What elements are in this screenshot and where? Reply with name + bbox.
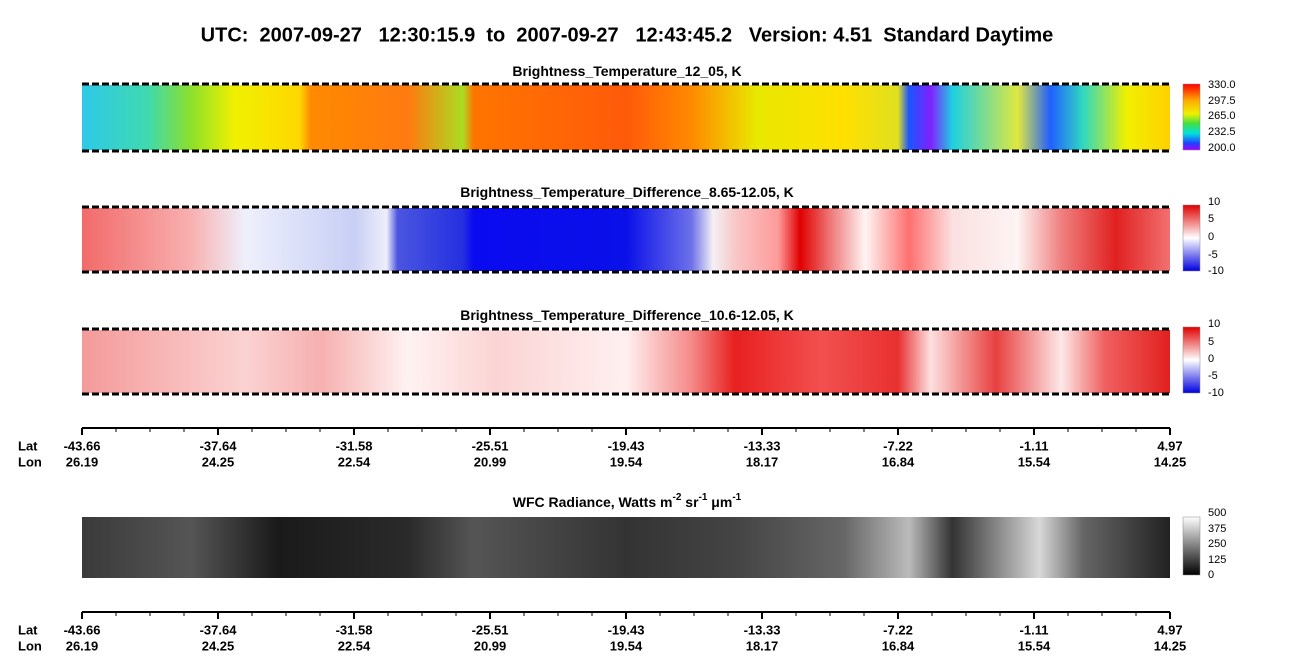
colorbar-label: 265.0 (1208, 110, 1236, 122)
scan-edges (82, 82, 1170, 396)
title-part: μm (707, 494, 732, 510)
lat-label: -19.43 (608, 622, 645, 637)
lat-label: 4.97 (1157, 438, 1182, 453)
lat-label: -43.66 (64, 438, 101, 453)
lat-label: -37.64 (200, 438, 238, 453)
lon-label: 19.54 (610, 638, 643, 653)
panel-title: Brightness_Temperature_Difference_10.6-1… (460, 307, 794, 323)
lat-label: -25.51 (472, 438, 509, 453)
colorbar-label: 125 (1208, 554, 1226, 566)
colorbar-label: 232.5 (1208, 126, 1236, 138)
lat-label: -13.33 (744, 622, 781, 637)
colorbar (1182, 83, 1201, 151)
lon-label: 14.25 (1154, 638, 1187, 653)
colorbar-label: 375 (1208, 523, 1226, 535)
lat-label: -31.58 (336, 438, 373, 453)
lat-label: -13.33 (744, 438, 781, 453)
axis-label: Lon (18, 454, 42, 469)
colorbar-label: 250 (1208, 538, 1226, 550)
imagery (82, 82, 1201, 578)
lat-label: -7.22 (883, 622, 913, 637)
superscript: -1 (699, 492, 708, 503)
image (82, 208, 1170, 271)
lon-label: 15.54 (1018, 454, 1051, 469)
lat-label: -25.51 (472, 622, 509, 637)
lat-label: -1.11 (1020, 622, 1049, 637)
title-part: Brightness_Temperature_Difference_8.65-1… (460, 184, 794, 200)
image (82, 85, 1170, 150)
lon-label: 16.84 (882, 454, 915, 469)
colorbar-label: -10 (1208, 387, 1224, 399)
title-part: Brightness_Temperature_Difference_10.6-1… (460, 307, 794, 323)
image (82, 517, 1170, 578)
panel-title: WFC Radiance, Watts m-2 sr-1 μm-1 (513, 492, 742, 510)
colorbar-label: -5 (1208, 370, 1218, 382)
superscript: -2 (672, 492, 681, 503)
lon-label: 15.54 (1018, 638, 1051, 653)
colorbar-label: -5 (1208, 249, 1218, 261)
main-title: UTC: 2007-09-27 12:30:15.9 to 2007-09-27… (201, 24, 1054, 46)
colorbar-label: 0 (1208, 569, 1214, 581)
lon-label: 26.19 (66, 454, 99, 469)
colorbar-label: 0 (1208, 353, 1214, 365)
colorbar-label: 5 (1208, 213, 1214, 225)
lon-label: 20.99 (474, 638, 507, 653)
panel-title: Brightness_Temperature_12_05, K (512, 63, 741, 79)
colorbar-label: 200.0 (1208, 142, 1236, 154)
colorbar-label: -10 (1208, 265, 1224, 277)
lon-label: 16.84 (882, 638, 915, 653)
lon-label: 22.54 (338, 454, 371, 469)
colorbar (1182, 326, 1201, 394)
lat-label: -31.58 (336, 622, 373, 637)
lat-label: -7.22 (883, 438, 913, 453)
lat-label: -37.64 (200, 622, 238, 637)
colorbar-label: 297.5 (1208, 95, 1236, 107)
lon-label: 22.54 (338, 638, 371, 653)
lon-label: 24.25 (202, 638, 235, 653)
colorbar-label: 500 (1208, 507, 1226, 519)
lon-label: 20.99 (474, 454, 507, 469)
colorbar-label: 0 (1208, 231, 1214, 243)
lat-label: -1.11 (1020, 438, 1049, 453)
title-part: sr (681, 494, 699, 510)
superscript: -1 (732, 492, 741, 503)
axis-label: Lon (18, 638, 42, 653)
lon-label: 19.54 (610, 454, 643, 469)
colorbar-label: 10 (1208, 196, 1220, 208)
image (82, 330, 1170, 393)
lat-label: -43.66 (64, 622, 101, 637)
lon-label: 14.25 (1154, 454, 1187, 469)
axis-label: Lat (18, 622, 38, 637)
colorbar-label: 330.0 (1208, 79, 1236, 91)
panel-title: Brightness_Temperature_Difference_8.65-1… (460, 184, 794, 200)
colorbar-label: 5 (1208, 336, 1214, 348)
lon-label: 18.17 (746, 638, 779, 653)
lat-label: -19.43 (608, 438, 645, 453)
lon-label: 24.25 (202, 454, 235, 469)
colorbar (1182, 204, 1201, 272)
lat-label: 4.97 (1157, 622, 1182, 637)
title-part: Brightness_Temperature_12_05, K (512, 63, 741, 79)
colorbar-label: 10 (1208, 318, 1220, 330)
lon-label: 26.19 (66, 638, 99, 653)
title-part: WFC Radiance, Watts m (513, 494, 673, 510)
axis-label: Lat (18, 438, 38, 453)
colorbar (1182, 516, 1201, 576)
lon-label: 18.17 (746, 454, 779, 469)
